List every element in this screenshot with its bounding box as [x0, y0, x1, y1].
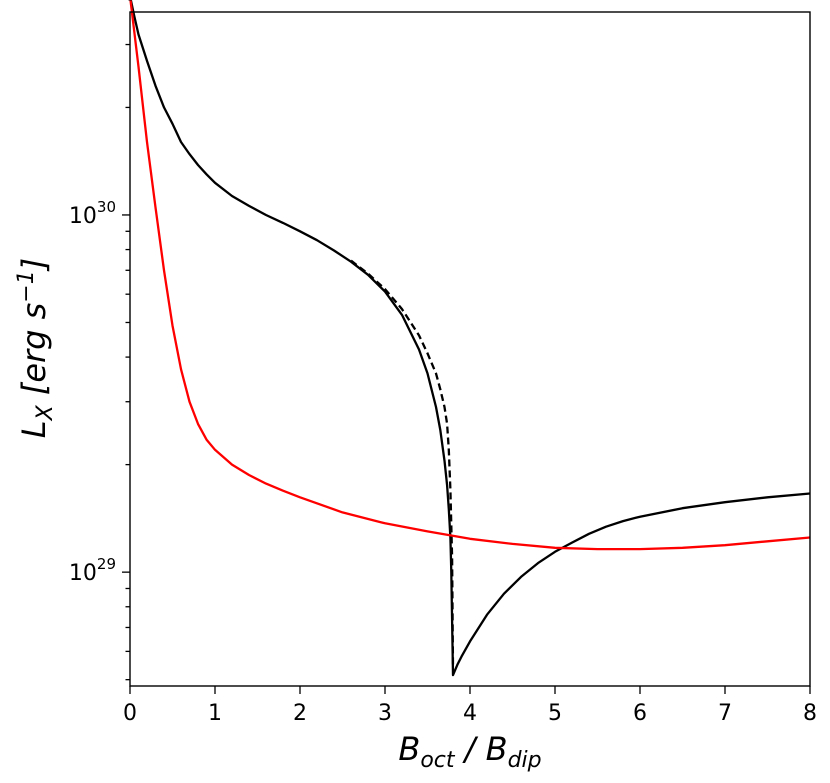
x-tick-label-6: 6 [633, 701, 647, 726]
y-axis: 1030 1029 [69, 43, 130, 681]
y-tick-label-0: 1030 [69, 198, 116, 229]
x-tick-label-7: 7 [718, 701, 732, 726]
x-tick-label-0: 0 [123, 701, 137, 726]
x-tick-label-4: 4 [463, 701, 477, 726]
y-axis-title: LX [erg s−1] [14, 258, 58, 438]
x-tick-label-3: 3 [378, 701, 392, 726]
marker-layer [127, 0, 133, 1]
x-tick-label-8: 8 [803, 701, 817, 726]
series-layer [129, 0, 811, 677]
series-line-2 [129, 0, 811, 551]
x-tick-label-5: 5 [548, 701, 562, 726]
series-line-1 [350, 259, 455, 668]
plot-frame [129, 11, 811, 687]
x-tick-label-1: 1 [208, 701, 222, 726]
x-tick-label-2: 2 [293, 701, 307, 726]
x-axis: 0 1 2 3 4 5 6 7 8 [123, 686, 817, 726]
y-tick-label-1: 1029 [69, 555, 116, 586]
data-point-0 [127, 0, 133, 1]
series-line-0 [129, 0, 811, 677]
x-axis-title: Boct / Bdip [398, 730, 541, 773]
